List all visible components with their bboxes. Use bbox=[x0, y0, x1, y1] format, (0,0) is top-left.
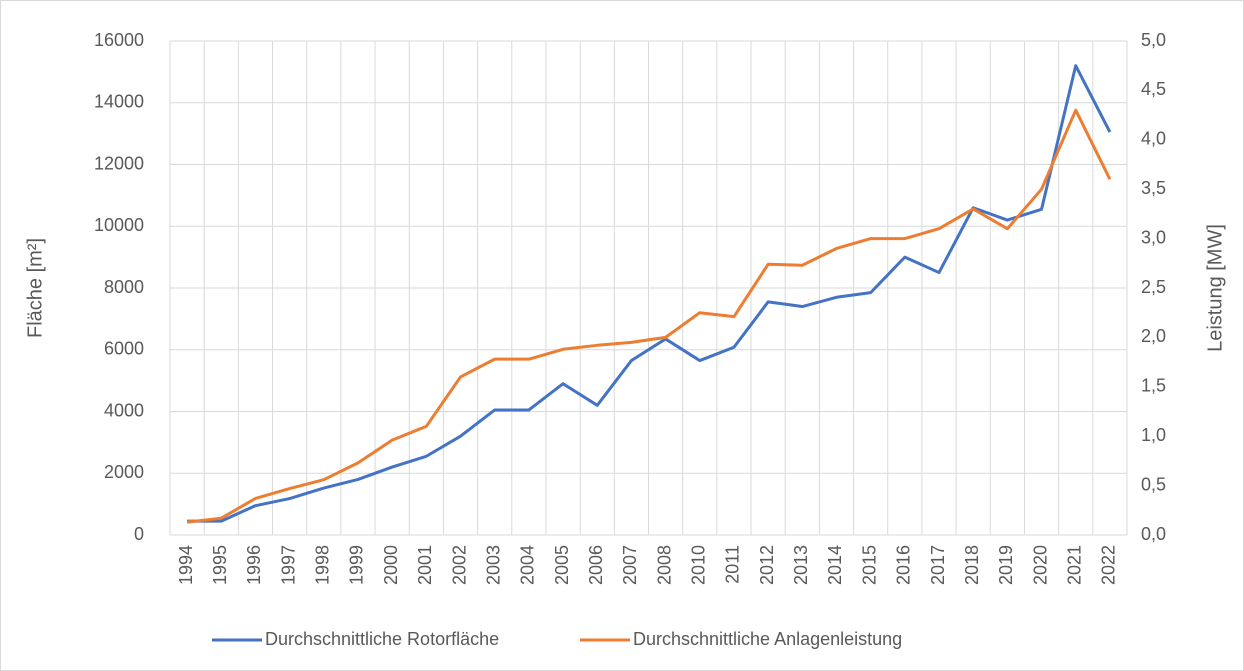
x-tick-label: 2004 bbox=[518, 545, 538, 585]
y-tick-label: 14000 bbox=[94, 92, 144, 112]
series-line bbox=[186, 108, 1112, 524]
x-tick-label: 2003 bbox=[483, 545, 503, 585]
x-tick-label: 2007 bbox=[620, 545, 640, 585]
x-tick-label: 2002 bbox=[449, 545, 469, 585]
x-tick-label: 1999 bbox=[347, 545, 367, 585]
x-tick-label: 2014 bbox=[825, 545, 845, 585]
y-tick-label: 12000 bbox=[94, 153, 144, 173]
x-tick-label: 2006 bbox=[586, 545, 606, 585]
x-tick-label: 2022 bbox=[1099, 545, 1119, 585]
x-tick-label: 2016 bbox=[894, 545, 914, 585]
x-tick-label: 2011 bbox=[723, 545, 743, 584]
y2-tick-label: 4,0 bbox=[1141, 129, 1166, 149]
y2-axis-title: Leistung [MW] bbox=[1204, 224, 1226, 352]
y2-tick-label: 2,0 bbox=[1141, 326, 1166, 346]
x-tick-label: 2020 bbox=[1030, 545, 1050, 585]
y-tick-label: 6000 bbox=[104, 339, 144, 359]
y-tick-label: 2000 bbox=[104, 462, 144, 482]
y-tick-label: 4000 bbox=[104, 400, 144, 420]
x-tick-label: 1998 bbox=[313, 545, 333, 585]
y-axis-title: Fläche [m²] bbox=[24, 238, 46, 338]
y2-tick-label: 3,0 bbox=[1141, 227, 1166, 247]
x-tick-label: 2019 bbox=[996, 545, 1016, 585]
x-tick-label: 2010 bbox=[689, 545, 709, 585]
y-tick-label: 8000 bbox=[104, 277, 144, 297]
legend-label: Durchschnittliche Anlagenleistung bbox=[633, 629, 902, 649]
y2-tick-label: 5,0 bbox=[1141, 30, 1166, 50]
x-tick-label: 1996 bbox=[244, 545, 264, 585]
x-tick-label: 1997 bbox=[278, 545, 298, 585]
x-tick-label: 1995 bbox=[210, 545, 230, 585]
x-tick-label: 2017 bbox=[928, 545, 948, 585]
x-tick-label: 2000 bbox=[381, 545, 401, 585]
x-tick-label: 2015 bbox=[859, 545, 879, 585]
y-tick-label: 0 bbox=[134, 524, 144, 544]
y2-tick-label: 3,5 bbox=[1141, 178, 1166, 198]
y-tick-label: 10000 bbox=[94, 215, 144, 235]
x-tick-label: 2012 bbox=[757, 545, 777, 585]
y-tick-label: 16000 bbox=[94, 30, 144, 50]
x-tick-label: 2018 bbox=[962, 545, 982, 585]
y2-tick-label: 2,5 bbox=[1141, 277, 1166, 297]
y2-tick-label: 0,5 bbox=[1141, 474, 1166, 494]
x-tick-label: 2005 bbox=[552, 545, 572, 585]
x-tick-label: 2008 bbox=[654, 545, 674, 585]
x-tick-label: 2001 bbox=[415, 545, 435, 585]
series-line bbox=[187, 64, 1112, 523]
x-tick-label: 2013 bbox=[791, 545, 811, 585]
legend-label: Durchschnittliche Rotorfläche bbox=[265, 629, 499, 649]
y2-tick-label: 1,5 bbox=[1141, 376, 1166, 396]
y2-tick-label: 4,5 bbox=[1141, 79, 1166, 99]
y2-tick-label: 1,0 bbox=[1141, 425, 1166, 445]
x-tick-label: 1994 bbox=[176, 545, 196, 585]
x-tick-label: 2021 bbox=[1064, 545, 1084, 585]
y2-tick-label: 0,0 bbox=[1141, 524, 1166, 544]
